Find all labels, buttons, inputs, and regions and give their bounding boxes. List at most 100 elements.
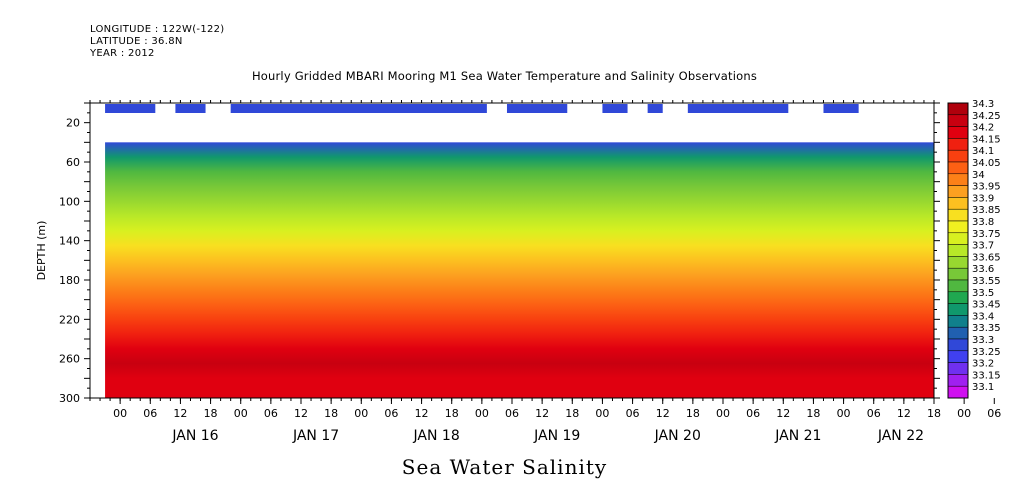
colorbar-label: 33.85 xyxy=(972,205,1001,216)
colorbar-swatch xyxy=(947,338,969,352)
x-day-label: JAN 17 xyxy=(292,428,339,444)
x-tick-label: 06 xyxy=(626,407,640,420)
colorbar-swatch xyxy=(947,385,969,399)
colorbar-swatch xyxy=(947,161,969,175)
colorbar-label: 33.2 xyxy=(972,359,994,370)
salinity-field xyxy=(105,142,934,398)
colorbar-swatch xyxy=(947,138,969,151)
x-day-label: JAN 22 xyxy=(877,428,924,444)
x-tick-label: 00 xyxy=(595,407,609,420)
year-label: YEAR : 2012 xyxy=(90,48,155,59)
surface-bar xyxy=(371,104,452,113)
x-tick-label: 00 xyxy=(837,407,851,420)
surface-bar xyxy=(446,104,487,113)
colorbar-label: 34.15 xyxy=(972,134,1001,145)
x-tick-label: 00 xyxy=(957,407,971,420)
surface-bar xyxy=(823,104,859,113)
colorbar-frame xyxy=(947,102,969,399)
colorbar-swatch xyxy=(947,197,969,210)
colorbar-label: 33.55 xyxy=(972,276,1001,287)
colorbar-label: 34.2 xyxy=(972,123,994,134)
colorbar-swatch xyxy=(947,291,969,304)
surface-bar xyxy=(175,104,206,113)
y-tick-label: 220 xyxy=(59,313,80,326)
x-day-label: JAN 16 xyxy=(171,428,218,444)
x-day-label: JAN 21 xyxy=(774,428,821,444)
surface-bar xyxy=(105,104,156,113)
colorbar-label: 33.5 xyxy=(972,288,994,299)
colorbar-label: 33.8 xyxy=(972,217,994,228)
x-tick-label: 06 xyxy=(143,407,157,420)
y-tick-label: 260 xyxy=(59,353,80,366)
x-tick-label: 12 xyxy=(294,407,308,420)
colorbar-swatch xyxy=(947,220,969,234)
latitude-label: LATITUDE : 36.8N xyxy=(90,36,183,47)
x-tick-label: 06 xyxy=(505,407,519,420)
colorbar-label: 33.9 xyxy=(972,193,994,204)
colorbar-label: 34.05 xyxy=(972,158,1001,169)
colorbar-label: 34.3 xyxy=(972,99,994,110)
x-tick-label: 18 xyxy=(565,407,579,420)
colorbar-swatch xyxy=(947,315,969,328)
surface-bar xyxy=(687,104,789,113)
y-tick-label: 20 xyxy=(66,117,80,130)
y-tick-label: 100 xyxy=(59,195,80,208)
surface-bar xyxy=(647,104,663,113)
x-tick-label: 12 xyxy=(776,407,790,420)
colorbar-label: 33.95 xyxy=(972,182,1001,193)
surface-bar xyxy=(230,104,392,113)
colorbar-label: 33.4 xyxy=(972,311,994,322)
surface-bar xyxy=(602,104,628,113)
x-tick-label: 12 xyxy=(535,407,549,420)
surface-bar xyxy=(506,104,568,113)
colorbar-label: 33.7 xyxy=(972,241,994,252)
longitude-label: LONGITUDE : 122W(-122) xyxy=(90,24,225,35)
y-tick-label: 140 xyxy=(59,235,80,248)
x-tick-label: 18 xyxy=(686,407,700,420)
colorbar-swatch xyxy=(947,244,969,257)
colorbar-swatch xyxy=(947,326,969,340)
x-tick-label: 18 xyxy=(204,407,218,420)
x-tick-label: 00 xyxy=(113,407,127,420)
colorbar-swatch xyxy=(947,208,969,222)
y-axis-label: DEPTH (m) xyxy=(35,221,48,281)
colorbar-swatch xyxy=(947,279,969,293)
x-day-label: JAN 19 xyxy=(533,428,580,444)
colorbar-label: 34.25 xyxy=(972,111,1001,122)
colorbar-swatch xyxy=(947,149,969,163)
colorbar-swatch xyxy=(947,232,969,245)
colorbar-swatch xyxy=(947,185,969,198)
x-tick-label: 12 xyxy=(656,407,670,420)
colorbar-swatch xyxy=(947,256,969,269)
y-tick-label: 180 xyxy=(59,274,80,287)
x-tick-label: 00 xyxy=(716,407,730,420)
colorbar-swatch xyxy=(947,350,969,363)
colorbar-label: 33.6 xyxy=(972,264,994,275)
x-tick-label: 18 xyxy=(927,407,941,420)
x-tick-label: 12 xyxy=(415,407,429,420)
colorbar-swatch xyxy=(947,114,969,127)
colorbar-swatch xyxy=(947,374,969,387)
colorbar-swatch xyxy=(947,126,969,139)
colorbar-label: 34 xyxy=(972,170,985,181)
x-tick-label: 18 xyxy=(445,407,459,420)
colorbar-label: 33.1 xyxy=(972,382,994,393)
x-tick-label: 18 xyxy=(324,407,338,420)
y-tick-label: 300 xyxy=(59,392,80,405)
x-day-label: JAN 20 xyxy=(654,428,701,444)
y-tick-label: 60 xyxy=(66,156,80,169)
x-tick-label: 06 xyxy=(746,407,760,420)
x-tick-label: 12 xyxy=(897,407,911,420)
x-tick-label: 00 xyxy=(475,407,489,420)
colorbar-swatch xyxy=(947,173,969,186)
colorbar-label: 33.25 xyxy=(972,347,1001,358)
colorbar-swatch xyxy=(947,303,969,316)
x-day-label: JAN 18 xyxy=(413,428,460,444)
x-tick-label: 06 xyxy=(384,407,398,420)
colorbar-label: 33.3 xyxy=(972,335,994,346)
colorbar-swatch xyxy=(947,362,969,375)
x-tick-label: 06 xyxy=(264,407,278,420)
colorbar-label: 33.15 xyxy=(972,370,1001,381)
x-tick-label: 06 xyxy=(867,407,881,420)
x-tick-label: 06 xyxy=(987,407,1001,420)
